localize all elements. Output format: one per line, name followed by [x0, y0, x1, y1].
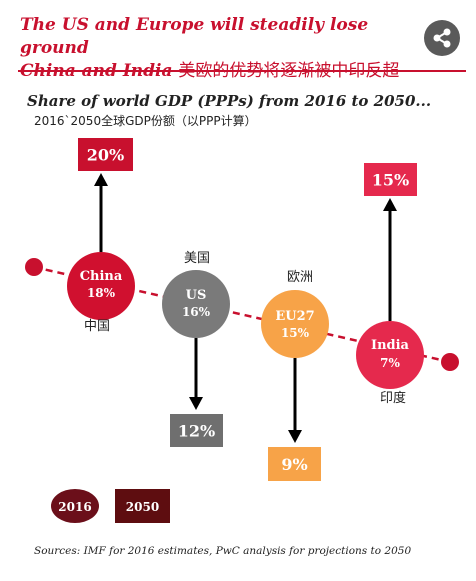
bubble-china [67, 252, 135, 320]
trend-start-dot [25, 258, 43, 276]
legend-swatch-2016 [51, 489, 99, 523]
bubble-us [162, 270, 230, 338]
bubble-name-eu27: EU27 [275, 309, 314, 324]
bubble-value-india: 7% [380, 356, 400, 370]
chart-subtitle-zh: 2016`2050全球GDP份额（以PPP计算） [34, 114, 257, 128]
box-value-india: 15% [372, 171, 409, 190]
bubble-india [356, 321, 424, 389]
legend-label-2016: 2016 [58, 500, 91, 514]
share-button[interactable] [424, 20, 460, 56]
bubble-name-us: US [186, 288, 207, 303]
trend-end-dot [441, 353, 459, 371]
legend-swatch-2050 [115, 489, 170, 523]
country-label-zh-eu27: 欧洲 [287, 270, 313, 285]
arrow-head-china [94, 173, 108, 186]
arrow-head-india [383, 198, 397, 211]
country-label-zh-china: 中国 [84, 319, 110, 334]
box-2050-us [170, 414, 223, 447]
title-divider [18, 70, 466, 72]
source-note: Sources: IMF for 2016 estimates, PwC ana… [34, 545, 412, 557]
share-icon [433, 28, 451, 48]
country-label-zh-india: 印度 [380, 390, 406, 406]
bubble-value-eu27: 15% [281, 326, 310, 340]
box-2050-eu27 [268, 447, 321, 481]
bubble-value-china: 18% [87, 286, 116, 300]
legend-label-2050: 2050 [126, 500, 159, 514]
chart-title: Share of world GDP (PPPs) from 2016 to 2… [27, 92, 432, 110]
box-value-us: 12% [178, 422, 215, 441]
country-label-zh-us: 美国 [184, 251, 210, 266]
arrow-head-us [189, 397, 203, 410]
box-value-eu27: 9% [281, 455, 307, 474]
box-2050-india [364, 163, 417, 196]
box-value-china: 20% [87, 146, 124, 165]
bubble-name-india: India [371, 338, 410, 353]
arrow-head-eu27 [288, 430, 302, 443]
bubble-name-china: China [80, 269, 123, 284]
headline-line1: The US and Europe will steadily lose gro… [20, 15, 369, 58]
bubble-eu27 [261, 290, 329, 358]
box-2050-china [78, 138, 133, 171]
bubble-value-us: 16% [182, 305, 211, 319]
